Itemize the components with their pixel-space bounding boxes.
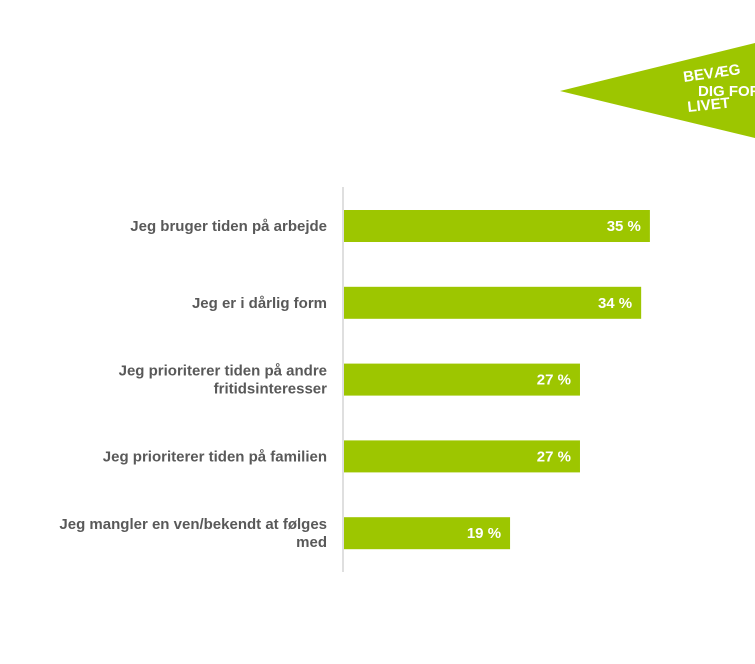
data-label: 35 % (607, 218, 641, 235)
category-label: Jeg prioriterer tiden på andre (119, 363, 327, 380)
bar (344, 517, 511, 550)
category-label: Jeg er i dårlig form (192, 295, 327, 312)
category-label: Jeg prioriterer tiden på familien (103, 448, 327, 465)
bar (344, 210, 650, 242)
category-label: fritidsinteresser (214, 381, 328, 398)
category-label: Jeg mangler en ven/bekendt at følges (59, 516, 327, 533)
logo-line-2: DIG FOR (698, 83, 755, 100)
data-label: 19 % (467, 525, 501, 542)
bar (344, 440, 580, 473)
bar (344, 363, 580, 396)
logo-line-3: LIVET (687, 95, 731, 116)
category-label: med (296, 534, 327, 551)
logo-pennant (560, 43, 755, 138)
category-label: Jeg bruger tiden på arbejde (130, 218, 327, 235)
logo: BEVÆG DIG FOR LIVET (560, 43, 755, 138)
bar (344, 286, 642, 319)
data-label: 27 % (537, 448, 571, 465)
data-label: 34 % (598, 295, 632, 312)
data-label: 27 % (537, 372, 571, 389)
